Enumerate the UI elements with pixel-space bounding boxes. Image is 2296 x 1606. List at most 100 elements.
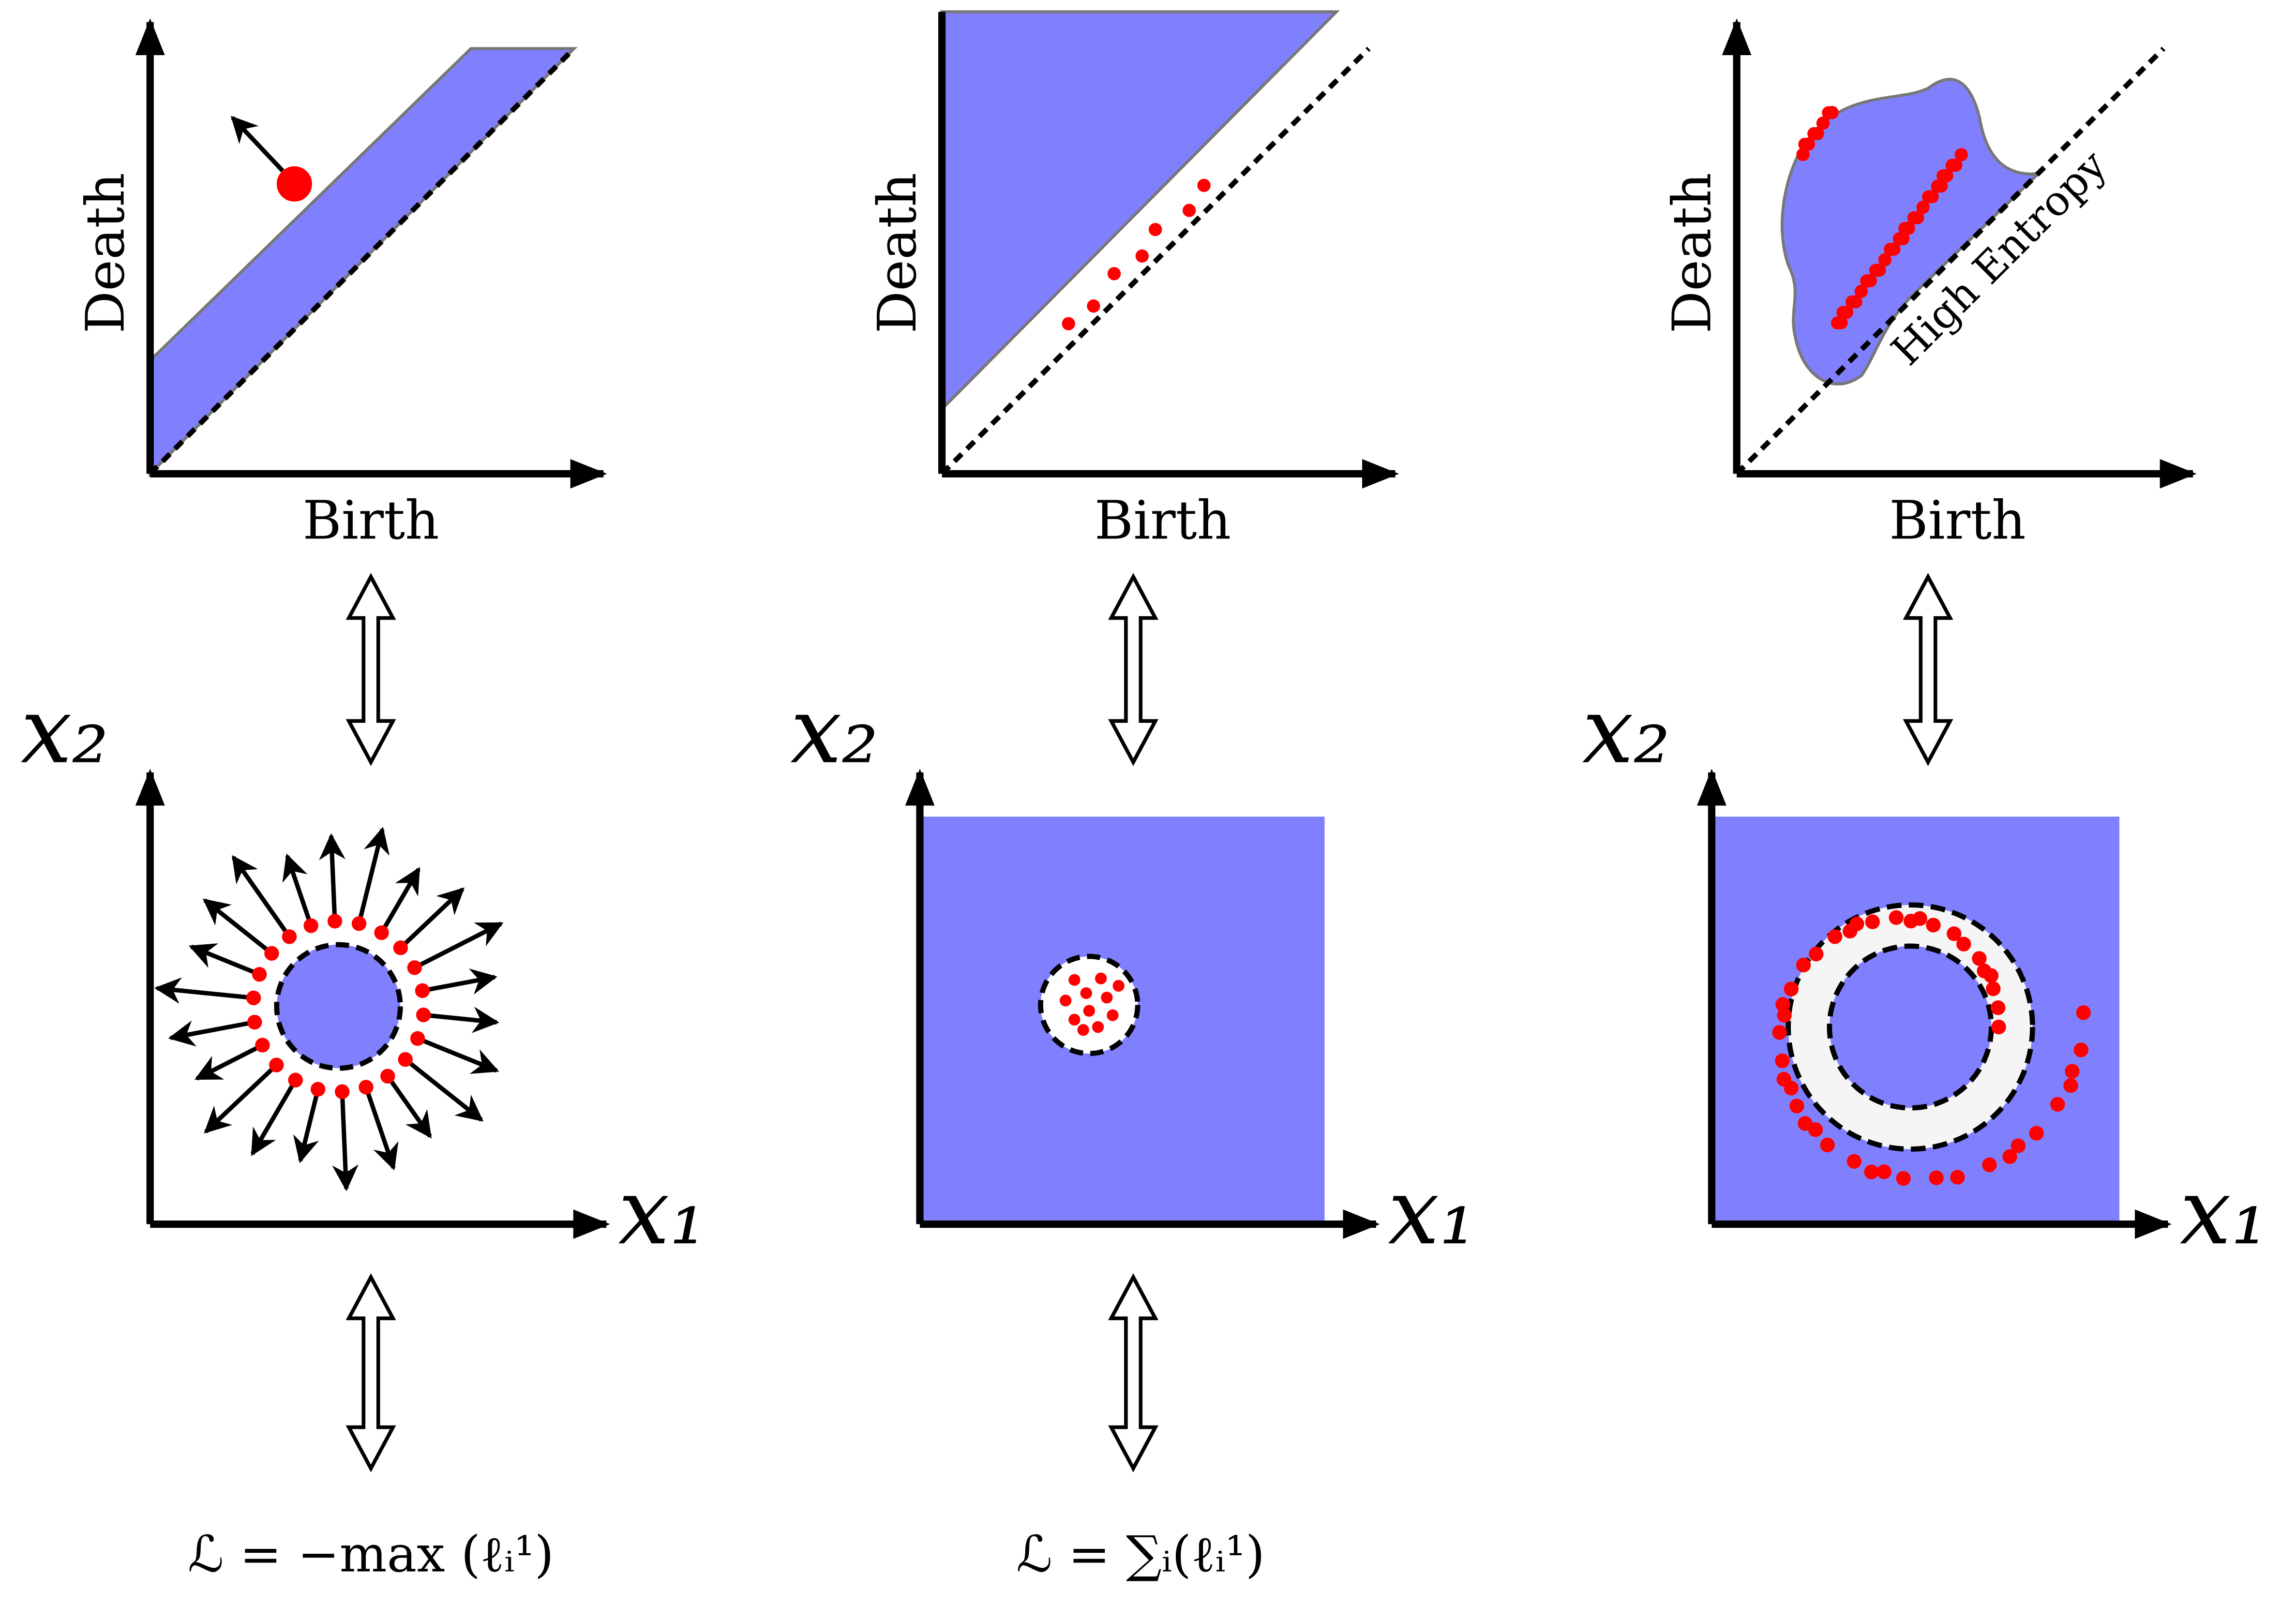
point [1896,1171,1911,1186]
point [1977,964,1992,979]
point [1796,148,1810,162]
double-arrow [345,1273,396,1472]
point [1775,1053,1790,1069]
point [2050,1097,2065,1112]
point [303,918,318,933]
arrow [203,898,273,955]
loss: ℒ = −max (ℓᵢ¹) [188,1526,554,1584]
point [1796,957,1811,973]
point [1777,1008,1792,1023]
arrow [417,1036,499,1074]
point [1898,222,1912,235]
point [1831,316,1845,330]
point [1972,951,1987,966]
arrow [231,855,291,938]
point [1809,947,1824,962]
point [2076,1005,2091,1020]
point [1982,1157,1997,1173]
diagram-3: High Entropy Birth Death [1661,18,2197,551]
double-arrows [345,573,1953,1472]
space-1 [154,827,504,1191]
x-label: Birth [1095,489,1231,551]
y-label: Death [866,173,928,333]
arrow [319,833,345,922]
double-arrow [1108,1273,1159,1472]
point [1936,169,1950,183]
point [247,1014,262,1030]
point [1892,232,1906,246]
double-arrow [345,573,396,766]
arrow [204,1063,278,1134]
arrow [189,943,260,977]
arrow [154,977,254,1004]
point [398,1052,413,1067]
point [2011,1138,2026,1153]
space-2 [920,817,1325,1224]
point [334,1084,350,1099]
x-label: Birth [1889,489,2026,551]
point [1903,913,1919,929]
arrow [423,1007,499,1033]
arrow [413,922,504,970]
point [1807,127,1821,141]
point [1926,918,1941,933]
arrow [364,1086,399,1171]
point [1775,997,1790,1012]
point [393,940,408,955]
space-axes: x₂ x₁ x₂ x₁ x₂ x₁ [21,678,2268,1265]
loss: ℒ = ∑ᵢ(ℓᵢ¹) [1016,1526,1265,1584]
point [246,990,261,1006]
point [1950,1170,1965,1185]
point [1991,1000,2006,1015]
point [380,1069,395,1084]
point [327,914,343,929]
point [1869,264,1883,277]
point [2029,1126,2044,1141]
point [1860,274,1874,288]
point [1931,179,1945,193]
point [282,929,297,944]
arrow [399,887,465,950]
point [1916,200,1930,214]
space-3 [1711,817,2119,1224]
point [1822,106,1835,119]
point [1876,1164,1891,1179]
arrow [379,867,421,934]
point [416,1007,431,1023]
point [310,1082,326,1097]
y-label: Death [75,173,136,333]
point [1816,116,1830,130]
point [1947,926,1962,941]
point [1954,148,1968,162]
double-arrow [1108,573,1159,766]
y-label: x₂ [21,678,109,784]
arrow [168,1020,255,1047]
y-label: x₂ [790,678,878,784]
point [407,960,422,975]
x-label: x₁ [1388,1159,1476,1265]
point [1986,981,2001,996]
point [1991,1019,2006,1035]
point [2002,1149,2017,1164]
point [1945,159,1959,172]
point [264,946,279,961]
double-arrow [1903,573,1953,766]
point [1772,1025,1787,1040]
point [1789,1099,1804,1114]
point [288,1072,303,1088]
point [1865,914,1880,929]
point [2065,1064,2080,1079]
point [1827,929,1843,944]
point [2063,1078,2078,1093]
point [1878,253,1892,267]
x-label: Birth [302,489,439,551]
arrow [195,1043,264,1081]
point [1836,306,1850,319]
point [269,1057,284,1072]
point [1907,211,1921,225]
arrow [404,1057,484,1122]
point [255,1038,270,1053]
point [1889,910,1904,925]
y-label: x₂ [1582,678,1670,784]
